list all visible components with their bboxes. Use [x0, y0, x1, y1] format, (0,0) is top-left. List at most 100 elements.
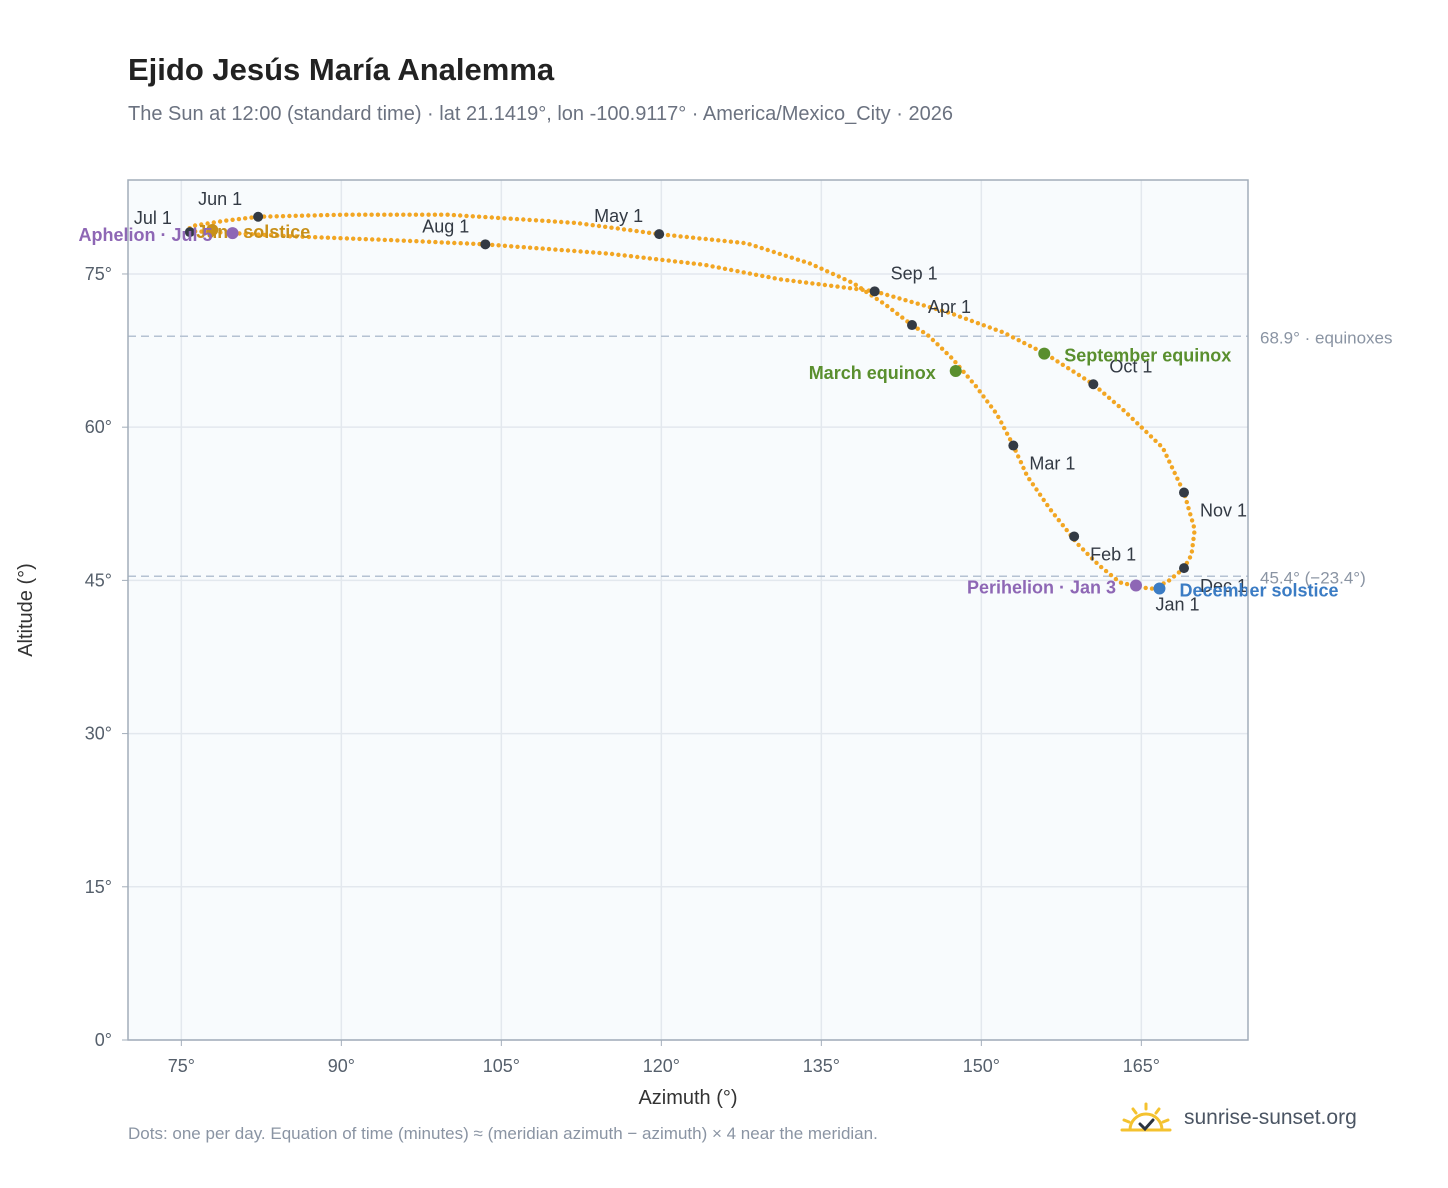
daily-sun-dot [502, 243, 508, 248]
x-tick-label: 165° [1123, 1056, 1160, 1076]
event-marker-label: June solstice [196, 222, 310, 242]
daily-sun-dot [306, 234, 312, 240]
daily-sun-dot [1037, 492, 1043, 497]
daily-sun-dot [1082, 376, 1087, 381]
daily-sun-dot [1005, 332, 1010, 337]
daily-sun-dot [842, 277, 847, 282]
daily-sun-dot [249, 232, 255, 237]
daily-sun-dot [1121, 408, 1126, 413]
daily-sun-dot [584, 222, 589, 227]
daily-sun-dot [685, 260, 690, 265]
daily-sun-dot [401, 212, 406, 217]
daily-sun-dot [1187, 555, 1193, 560]
daily-sun-dot [426, 239, 432, 244]
daily-sun-dot [1060, 362, 1066, 367]
daily-sun-dot [933, 306, 939, 312]
daily-sun-dot [426, 212, 431, 217]
daily-sun-dot [879, 291, 884, 296]
sun-checkmark-logo-icon [1120, 1102, 1172, 1132]
daily-sun-dot [533, 218, 539, 223]
daily-sun-dot [572, 248, 577, 254]
daily-sun-dot [915, 301, 920, 306]
daily-sun-dot [571, 220, 577, 225]
daily-sun-dot [1191, 524, 1197, 529]
daily-sun-dot [351, 236, 356, 241]
reference-line-label: 68.9° · equinoxes [1260, 328, 1393, 347]
daily-sun-dot [471, 241, 476, 246]
daily-sun-dot [312, 213, 317, 218]
brand[interactable]: sunrise-sunset.org [1120, 1100, 1357, 1136]
daily-sun-dot [230, 217, 235, 222]
daily-sun-dot [1191, 536, 1196, 542]
daily-sun-dot [559, 247, 564, 253]
daily-sun-dot [1097, 387, 1102, 392]
daily-sun-dot [445, 240, 451, 245]
daily-sun-dot [376, 237, 381, 242]
daily-sun-dot [287, 234, 293, 239]
daily-sun-dot [830, 271, 836, 277]
x-tick-label: 90° [328, 1056, 355, 1076]
daily-sun-dot [622, 253, 627, 258]
daily-sun-dot [521, 245, 526, 250]
x-tick-label: 105° [483, 1056, 520, 1076]
daily-sun-dot [1064, 527, 1069, 533]
daily-sun-dot [890, 307, 895, 313]
y-tick-label: 75° [85, 264, 112, 284]
daily-sun-dot [489, 215, 494, 220]
daily-sun-dot [690, 235, 696, 240]
daily-sun-dot [987, 325, 992, 330]
event-marker-label: March equinox [809, 363, 936, 383]
daily-sun-dot [716, 238, 721, 243]
daily-sun-dot [224, 218, 229, 223]
daily-sun-dot [552, 219, 558, 224]
footnote: Dots: one per day. Equation of time (min… [128, 1124, 878, 1143]
analemma-dots [186, 212, 1197, 591]
month-marker-label: Jun 1 [198, 189, 242, 209]
daily-sun-dot [609, 251, 615, 257]
daily-sun-dot [1153, 438, 1158, 443]
daily-sun-dot [813, 263, 818, 269]
daily-sun-dot [527, 245, 533, 250]
daily-sun-dot [249, 215, 254, 220]
event-marker-dot [226, 227, 239, 240]
daily-sun-dot [313, 235, 318, 240]
daily-sun-dot [1157, 443, 1163, 448]
daily-sun-dot [1175, 476, 1180, 481]
daily-sun-dot [344, 236, 350, 241]
daily-sun-dot [1188, 512, 1193, 517]
chart-subtitle: The Sun at 12:00 (standard time) · lat 2… [128, 103, 953, 125]
daily-sun-dot [287, 213, 292, 219]
daily-sun-dot [646, 230, 652, 235]
daily-sun-dot [211, 220, 216, 225]
brand-text: sunrise-sunset.org [1184, 1106, 1357, 1129]
daily-sun-dot [534, 246, 539, 251]
daily-sun-dot [1060, 523, 1066, 528]
daily-sun-dot [1085, 551, 1090, 557]
daily-sun-dot [1080, 547, 1086, 552]
daily-sun-dot [710, 264, 715, 269]
daily-sun-dot [1164, 453, 1169, 458]
daily-sun-dot [413, 212, 419, 217]
daily-sun-dot [835, 284, 840, 289]
daily-sun-dot [1186, 506, 1191, 511]
daily-sun-dot [1184, 499, 1190, 505]
daily-sun-dot [356, 212, 362, 217]
daily-sun-dot [337, 212, 343, 217]
daily-sun-dot [977, 389, 982, 394]
daily-sun-dot [797, 279, 802, 284]
event-marker-label: Perihelion · Jan 3 [967, 577, 1116, 597]
daily-sun-dot [993, 327, 998, 332]
x-tick-label: 75° [168, 1056, 195, 1076]
daily-sun-dot [609, 225, 614, 230]
daily-sun-dot [1027, 477, 1032, 482]
month-marker-dot [1179, 563, 1189, 574]
daily-sun-dot [965, 374, 970, 379]
daily-sun-dot [401, 238, 406, 243]
daily-sun-dot [527, 217, 532, 223]
daily-sun-dot [331, 212, 336, 218]
event-marker-label: September equinox [1064, 346, 1231, 366]
daily-sun-dot [709, 237, 715, 242]
daily-sun-dot [1045, 502, 1050, 508]
daily-sun-dot [1149, 586, 1155, 591]
